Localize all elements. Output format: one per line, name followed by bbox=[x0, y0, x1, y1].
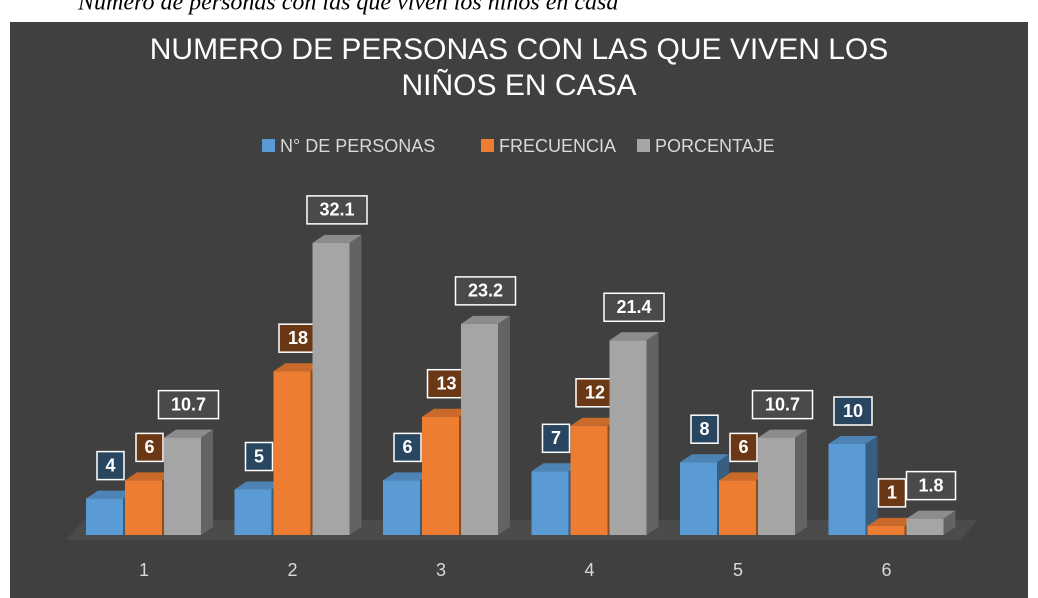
data-label: 6 bbox=[738, 437, 748, 457]
data-label-box bbox=[541, 423, 571, 454]
x-tick-label: 3 bbox=[436, 560, 446, 580]
data-label-box bbox=[96, 450, 125, 481]
legend-label: PORCENTAJE bbox=[655, 136, 775, 156]
data-label-box bbox=[244, 441, 274, 472]
bar bbox=[383, 480, 420, 535]
bar bbox=[125, 480, 162, 535]
data-label: 32.1 bbox=[319, 200, 354, 220]
data-label: 6 bbox=[402, 437, 412, 457]
data-label-box bbox=[393, 432, 422, 463]
bar bbox=[758, 437, 795, 535]
x-tick-label: 6 bbox=[881, 560, 891, 580]
caption: Número de personas con las que viven los… bbox=[77, 0, 618, 16]
data-label-box bbox=[135, 432, 164, 463]
bar-top bbox=[609, 332, 659, 341]
x-tick-label: 4 bbox=[584, 560, 594, 580]
data-label-box bbox=[729, 432, 758, 463]
bar bbox=[461, 323, 498, 535]
bar-top bbox=[125, 472, 174, 481]
bar bbox=[164, 437, 201, 535]
legend-swatch bbox=[262, 139, 275, 152]
bar bbox=[273, 371, 311, 535]
bar bbox=[570, 425, 608, 535]
legend-label: N° DE PERSONAS bbox=[280, 136, 435, 156]
bar-top bbox=[164, 429, 213, 438]
bar-top bbox=[719, 472, 768, 481]
data-label: 10.7 bbox=[765, 394, 800, 414]
data-label: 10 bbox=[843, 401, 863, 421]
bar-side bbox=[865, 436, 878, 535]
data-label: 23.2 bbox=[468, 281, 503, 301]
data-label: 6 bbox=[144, 437, 154, 457]
bar bbox=[422, 416, 459, 535]
data-label: 21.4 bbox=[616, 297, 651, 317]
data-label-box bbox=[690, 414, 719, 444]
bar-top bbox=[383, 472, 432, 481]
data-label: 18 bbox=[288, 328, 308, 348]
data-label-box bbox=[575, 378, 615, 408]
x-tick-label: 5 bbox=[733, 560, 743, 580]
data-label-box bbox=[877, 478, 907, 508]
chart-title: NUMERO DE PERSONAS CON LAS QUE VIVEN LOS… bbox=[149, 33, 889, 102]
bar bbox=[680, 462, 717, 535]
data-label-box bbox=[905, 470, 957, 501]
data-label: 4 bbox=[105, 455, 115, 475]
bar bbox=[867, 525, 905, 535]
bar bbox=[828, 444, 866, 535]
bar bbox=[312, 242, 350, 535]
bar bbox=[234, 489, 272, 535]
bar-top bbox=[828, 436, 878, 444]
bar bbox=[719, 480, 756, 535]
bar-side bbox=[646, 332, 659, 535]
data-label: 7 bbox=[551, 428, 561, 448]
bar-side bbox=[795, 429, 807, 535]
bar-side bbox=[201, 429, 213, 535]
bar-top bbox=[273, 363, 323, 372]
data-label-box bbox=[454, 276, 517, 306]
data-label: 10.7 bbox=[171, 394, 206, 414]
bar-top bbox=[867, 517, 917, 526]
legend-label: FRECUENCIA bbox=[499, 136, 616, 156]
data-label-box bbox=[306, 195, 368, 225]
data-label: 1.8 bbox=[918, 475, 943, 495]
bar-side bbox=[943, 510, 956, 535]
bar-side bbox=[498, 315, 510, 535]
bar-top bbox=[758, 429, 807, 438]
data-label-box bbox=[157, 389, 220, 420]
data-label-box bbox=[751, 389, 814, 420]
bar bbox=[531, 471, 569, 535]
bar-side bbox=[349, 234, 362, 535]
legend-swatch bbox=[637, 139, 650, 152]
bar-top bbox=[680, 454, 729, 463]
x-tick-label: 1 bbox=[139, 560, 149, 580]
data-label-box bbox=[603, 292, 665, 323]
data-label-box bbox=[833, 396, 873, 426]
data-label: 5 bbox=[254, 446, 264, 466]
bar-top bbox=[86, 490, 135, 499]
data-label: 1 bbox=[887, 483, 897, 503]
bar-top bbox=[234, 481, 284, 490]
data-label: 12 bbox=[585, 383, 605, 403]
data-label: 8 bbox=[699, 419, 709, 439]
legend-swatch bbox=[481, 139, 494, 152]
bar-top bbox=[531, 463, 581, 472]
bar-top bbox=[422, 408, 471, 417]
bar-top bbox=[312, 234, 362, 243]
bar-top bbox=[570, 417, 620, 426]
bar bbox=[86, 498, 123, 535]
bar-top bbox=[461, 315, 510, 324]
data-label: 13 bbox=[436, 373, 456, 393]
data-label-box bbox=[426, 368, 467, 399]
bar-top bbox=[906, 510, 956, 519]
x-tick-label: 2 bbox=[287, 560, 297, 580]
bar bbox=[609, 340, 647, 535]
bar bbox=[906, 518, 944, 535]
